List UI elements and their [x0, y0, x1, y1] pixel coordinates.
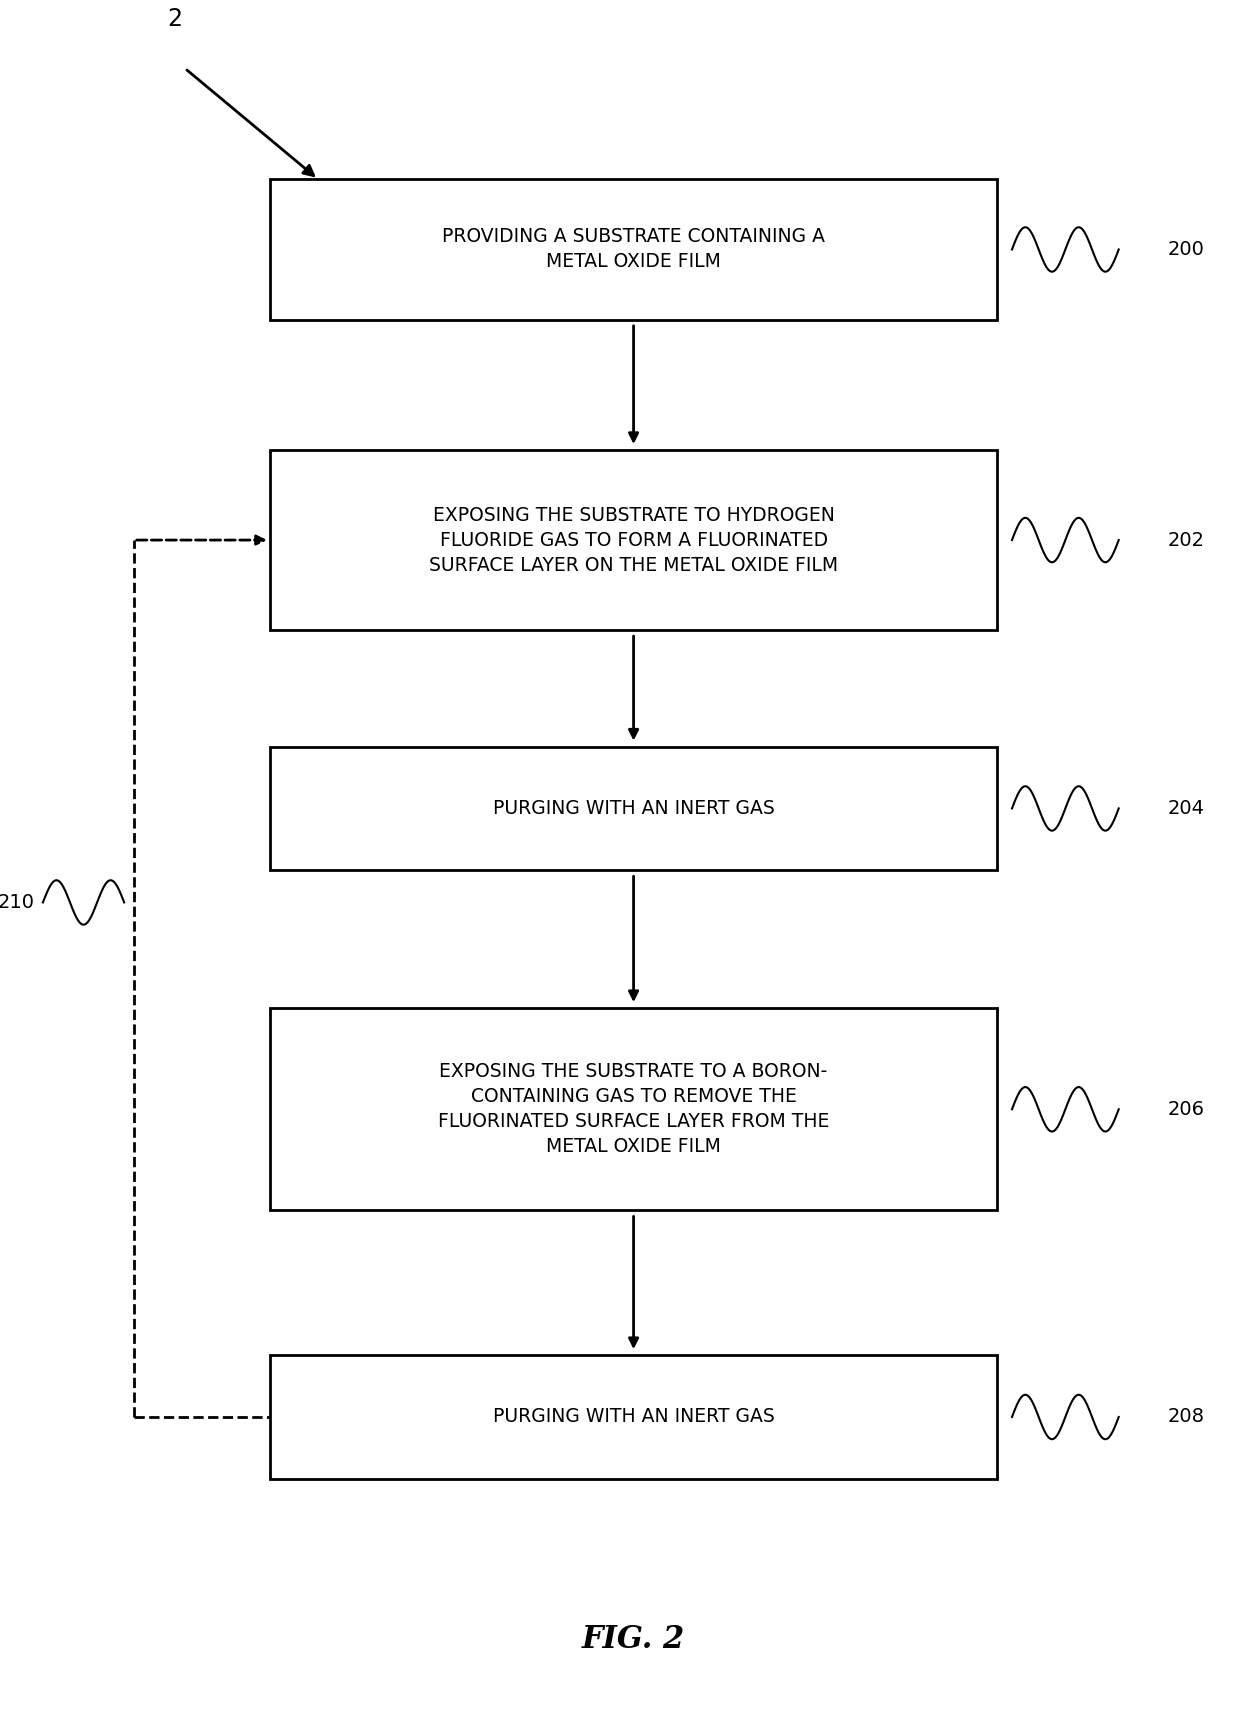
Text: PURGING WITH AN INERT GAS: PURGING WITH AN INERT GAS — [492, 799, 775, 818]
FancyBboxPatch shape — [270, 748, 997, 869]
FancyBboxPatch shape — [270, 1008, 997, 1210]
Text: FIG. 2: FIG. 2 — [582, 1624, 686, 1655]
Text: 2: 2 — [167, 7, 182, 31]
Text: 210: 210 — [0, 893, 35, 912]
Text: 202: 202 — [1167, 530, 1204, 549]
FancyBboxPatch shape — [270, 450, 997, 630]
FancyBboxPatch shape — [270, 1355, 997, 1478]
FancyBboxPatch shape — [270, 180, 997, 320]
Text: PROVIDING A SUBSTRATE CONTAINING A
METAL OXIDE FILM: PROVIDING A SUBSTRATE CONTAINING A METAL… — [443, 228, 825, 272]
Text: 204: 204 — [1167, 799, 1204, 818]
Text: 200: 200 — [1167, 240, 1204, 258]
Text: PURGING WITH AN INERT GAS: PURGING WITH AN INERT GAS — [492, 1408, 775, 1427]
Text: 208: 208 — [1167, 1408, 1204, 1427]
Text: EXPOSING THE SUBSTRATE TO HYDROGEN
FLUORIDE GAS TO FORM A FLUORINATED
SURFACE LA: EXPOSING THE SUBSTRATE TO HYDROGEN FLUOR… — [429, 505, 838, 575]
Text: 206: 206 — [1167, 1100, 1204, 1119]
Text: EXPOSING THE SUBSTRATE TO A BORON-
CONTAINING GAS TO REMOVE THE
FLUORINATED SURF: EXPOSING THE SUBSTRATE TO A BORON- CONTA… — [438, 1063, 830, 1157]
